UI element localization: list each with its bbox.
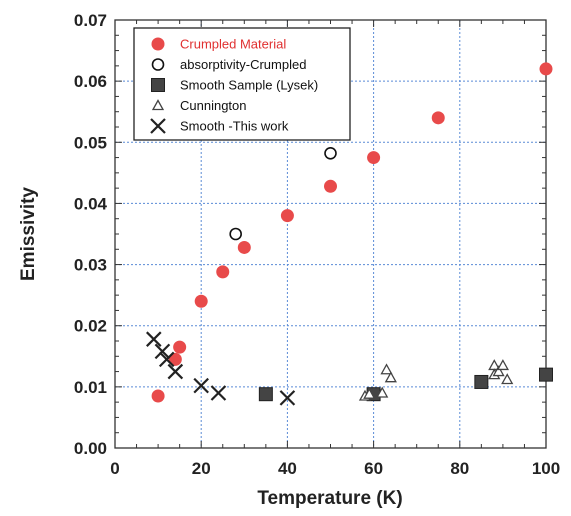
legend-marker: [151, 37, 165, 51]
legend: Crumpled Material absorptivity-Crumpled Sm…: [133, 27, 351, 141]
data-point: [376, 386, 389, 398]
data-points: [146, 62, 553, 406]
data-point: [324, 146, 337, 160]
legend-box: [133, 27, 351, 141]
y-tick-labels: 0.00 0.01 0.02 0.03 0.04 0.05 0.06 0.07: [74, 11, 108, 458]
legend-label: absorptivity-Crumpled: [180, 57, 306, 72]
x-tick-label: 0: [110, 459, 119, 478]
cross-stroke: [210, 385, 227, 401]
data-point: [146, 331, 162, 347]
x-axis-title: Temperature (K): [257, 488, 402, 509]
data-point: [229, 227, 242, 241]
data-point: [173, 340, 187, 354]
data-point: [384, 371, 397, 383]
data-point: [539, 367, 553, 382]
cross-stroke: [158, 351, 175, 368]
cross-stroke: [146, 331, 162, 347]
data-point: [431, 111, 445, 125]
data-point: [474, 374, 489, 389]
y-tick-label: 0.03: [74, 256, 107, 275]
y-tick-label: 0.04: [74, 194, 108, 213]
data-point: [151, 389, 165, 403]
data-point: [380, 363, 393, 375]
cross-stroke: [279, 390, 296, 406]
data-point: [193, 377, 209, 394]
series-4: [146, 331, 296, 406]
cross-stroke: [154, 343, 171, 360]
x-tick-label: 40: [278, 459, 297, 478]
data-point: [194, 294, 208, 308]
y-tick-label: 0.07: [74, 11, 107, 30]
data-point: [216, 265, 230, 279]
x-tick-label: 20: [192, 459, 211, 478]
data-point: [210, 385, 227, 401]
data-point: [492, 365, 505, 377]
plot-border: [114, 19, 547, 449]
x-tick-labels: 0 20 40 60 80 100: [110, 459, 560, 478]
data-point: [324, 179, 337, 193]
data-point: [158, 351, 175, 368]
y-tick-label: 0.02: [74, 317, 107, 336]
y-tick-label: 0.01: [74, 378, 107, 397]
grid-lines: [115, 20, 546, 448]
series-3: [358, 359, 514, 401]
data-point: [280, 209, 294, 223]
data-point: [168, 352, 182, 366]
x-tick-label: 60: [364, 459, 383, 478]
legend-label: Cunnington: [180, 98, 247, 113]
legend-marker: [151, 99, 165, 111]
data-point: [496, 359, 510, 371]
data-point: [258, 387, 273, 402]
legend-label: Smooth -This work: [180, 119, 289, 134]
legend-marker: [151, 58, 165, 71]
data-point: [363, 387, 376, 399]
series-0: [151, 62, 553, 403]
x-tick-label: 100: [532, 459, 560, 478]
data-point: [367, 151, 381, 165]
x-tick-label: 80: [450, 459, 469, 478]
cross-stroke: [193, 377, 209, 394]
cross-stroke: [150, 118, 166, 134]
data-point: [539, 62, 553, 76]
legend-marker: [150, 118, 166, 134]
y-tick-label: 0.00: [74, 439, 107, 458]
y-tick-label: 0.06: [74, 72, 107, 91]
data-point: [237, 240, 251, 254]
data-point: [154, 343, 171, 360]
legend-label: Smooth Sample (Lysek): [180, 78, 318, 93]
cross-stroke: [167, 363, 184, 380]
y-axis-title: Emissivity: [18, 187, 39, 281]
legend-marker: [151, 78, 165, 92]
data-point: [501, 373, 514, 385]
y-tick-label: 0.05: [74, 133, 107, 152]
series-1: [229, 146, 337, 241]
data-point: [279, 390, 296, 406]
data-point: [167, 363, 184, 380]
legend-label: Crumpled Material: [180, 37, 286, 52]
